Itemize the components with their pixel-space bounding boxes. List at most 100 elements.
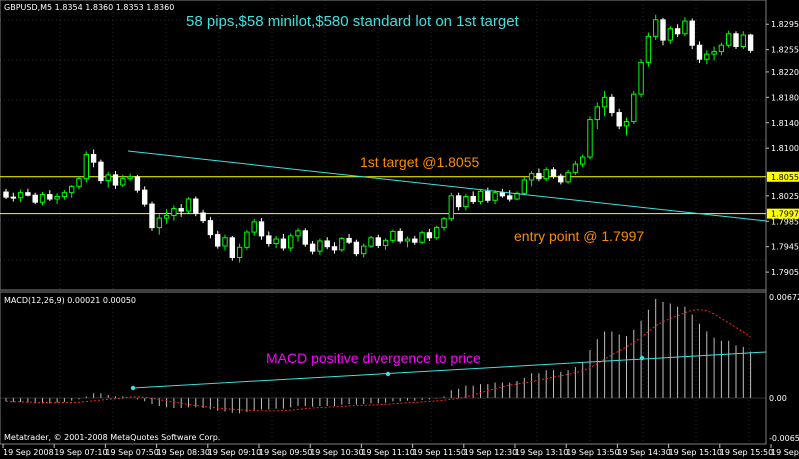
time-tick-label: 19 Sep 07:10 xyxy=(54,448,107,457)
candle-body xyxy=(324,240,330,248)
candle-body xyxy=(317,240,323,252)
macd-header: MACD(12,26,9) 0.00021 0.00050 xyxy=(4,296,136,305)
entry-annotation[interactable]: entry point @ 1.7997 xyxy=(514,228,644,244)
candle-body xyxy=(528,173,535,181)
candle-body xyxy=(207,220,214,236)
price-tick-label: 1.8220 xyxy=(771,68,799,77)
price-tick-label: 1.8100 xyxy=(771,144,799,153)
time-tick-label: 19 Sep 12:30 xyxy=(464,448,517,457)
candle-body xyxy=(25,192,31,196)
time-tick-label: 19 Sep 13:10 xyxy=(515,448,568,457)
candle-body xyxy=(397,230,403,242)
candle-body xyxy=(485,190,491,201)
candle-body xyxy=(441,218,447,229)
candle-body xyxy=(455,195,462,208)
candle-body xyxy=(127,176,133,180)
candle-body xyxy=(660,19,666,41)
candle-body xyxy=(499,192,506,197)
price-trendline[interactable] xyxy=(127,150,767,222)
candle-body xyxy=(156,217,163,229)
candle-body xyxy=(258,221,265,237)
candle-body xyxy=(733,33,739,47)
candle-body xyxy=(90,154,97,163)
candle-body xyxy=(76,178,82,187)
candle-body xyxy=(244,231,250,248)
candle-body xyxy=(120,178,126,186)
candle-body xyxy=(142,189,148,205)
time-tick-label: 19 Sep 07:50 xyxy=(105,448,158,457)
candle-body xyxy=(309,243,316,252)
candle-body xyxy=(594,106,600,121)
candle-body xyxy=(653,19,659,37)
candle-body xyxy=(404,238,411,242)
candle-body xyxy=(674,28,681,35)
candle-body xyxy=(83,154,89,180)
macd-annotation[interactable]: MACD positive divergence to price xyxy=(266,350,481,366)
candlestick-series xyxy=(3,14,754,263)
candle-body xyxy=(178,208,184,212)
candle-body xyxy=(10,196,17,199)
candle-body xyxy=(39,194,46,203)
candle-body xyxy=(470,195,476,203)
candle-body xyxy=(215,234,221,247)
candle-body xyxy=(558,175,564,183)
price-axis: 1.8295 1.8255 1.8220 1.8180 1.8140 1.8100 1.80… xyxy=(766,20,799,277)
target-price-badge xyxy=(767,171,799,182)
candle-body xyxy=(747,34,754,51)
time-tick-label: 19 Sep 14:30 xyxy=(617,448,670,457)
macd-pane-frame xyxy=(0,291,767,445)
candle-body xyxy=(346,237,352,243)
price-tick-label: 1.7985 xyxy=(771,217,799,226)
time-tick-label: 19 Sep 15:10 xyxy=(669,448,722,457)
candle-body xyxy=(339,237,345,251)
time-tick-label: 19 Sep 11:50 xyxy=(413,448,466,457)
candle-body xyxy=(266,235,272,245)
candle-body xyxy=(623,120,630,127)
candle-body xyxy=(3,191,9,198)
price-tick-label: 1.8255 xyxy=(771,46,799,55)
time-tick-label: 19 Sep 11:10 xyxy=(361,448,414,457)
candle-body xyxy=(740,34,746,47)
time-tick-label: 19 Sep 16:3 xyxy=(771,448,799,457)
target-annotation[interactable]: 1st target @1.8055 xyxy=(360,154,480,170)
candle-body xyxy=(550,169,557,177)
macd-tick-zero: 0.00 xyxy=(769,394,787,403)
candle-body xyxy=(711,51,717,55)
candle-body xyxy=(667,28,673,41)
macd-signal-line xyxy=(5,309,751,412)
candle-body xyxy=(565,171,571,183)
candle-body xyxy=(105,174,111,182)
macd-tick-max: 0.00672 xyxy=(769,293,799,302)
candle-body xyxy=(477,190,484,203)
macd-divergence-line[interactable] xyxy=(132,351,767,389)
headline-annotation[interactable]: 58 pips,$58 minilot,$580 standard lot on… xyxy=(186,13,520,30)
candle-body xyxy=(98,161,104,182)
candle-body xyxy=(412,238,418,243)
candle-body xyxy=(69,185,75,194)
time-tick-label: 19 Sep 08:30 xyxy=(157,448,210,457)
candle-body xyxy=(280,238,287,249)
candle-body xyxy=(448,195,455,220)
candle-body xyxy=(580,156,586,165)
price-tick-label: 1.8140 xyxy=(771,119,799,128)
grid-lines xyxy=(0,0,766,444)
candle-body xyxy=(149,203,155,229)
candle-body xyxy=(54,195,60,200)
price-tick-label: 1.8025 xyxy=(771,192,799,201)
candle-body xyxy=(331,246,338,251)
price-tick-label: 1.8180 xyxy=(771,93,799,102)
candle-body xyxy=(200,212,206,222)
candle-body xyxy=(609,96,615,114)
time-tick-label: 19 Sep 2008 xyxy=(3,448,54,457)
candle-body xyxy=(47,194,53,200)
candle-body xyxy=(638,61,644,95)
candle-body xyxy=(572,163,579,173)
candle-body xyxy=(134,176,141,191)
candle-body xyxy=(229,237,236,258)
candle-body xyxy=(112,174,119,186)
candle-body xyxy=(171,208,177,217)
time-tick-label: 19 Sep 13:50 xyxy=(566,448,619,457)
macd-divergence-point-3 xyxy=(639,355,645,361)
candle-body xyxy=(32,194,38,203)
